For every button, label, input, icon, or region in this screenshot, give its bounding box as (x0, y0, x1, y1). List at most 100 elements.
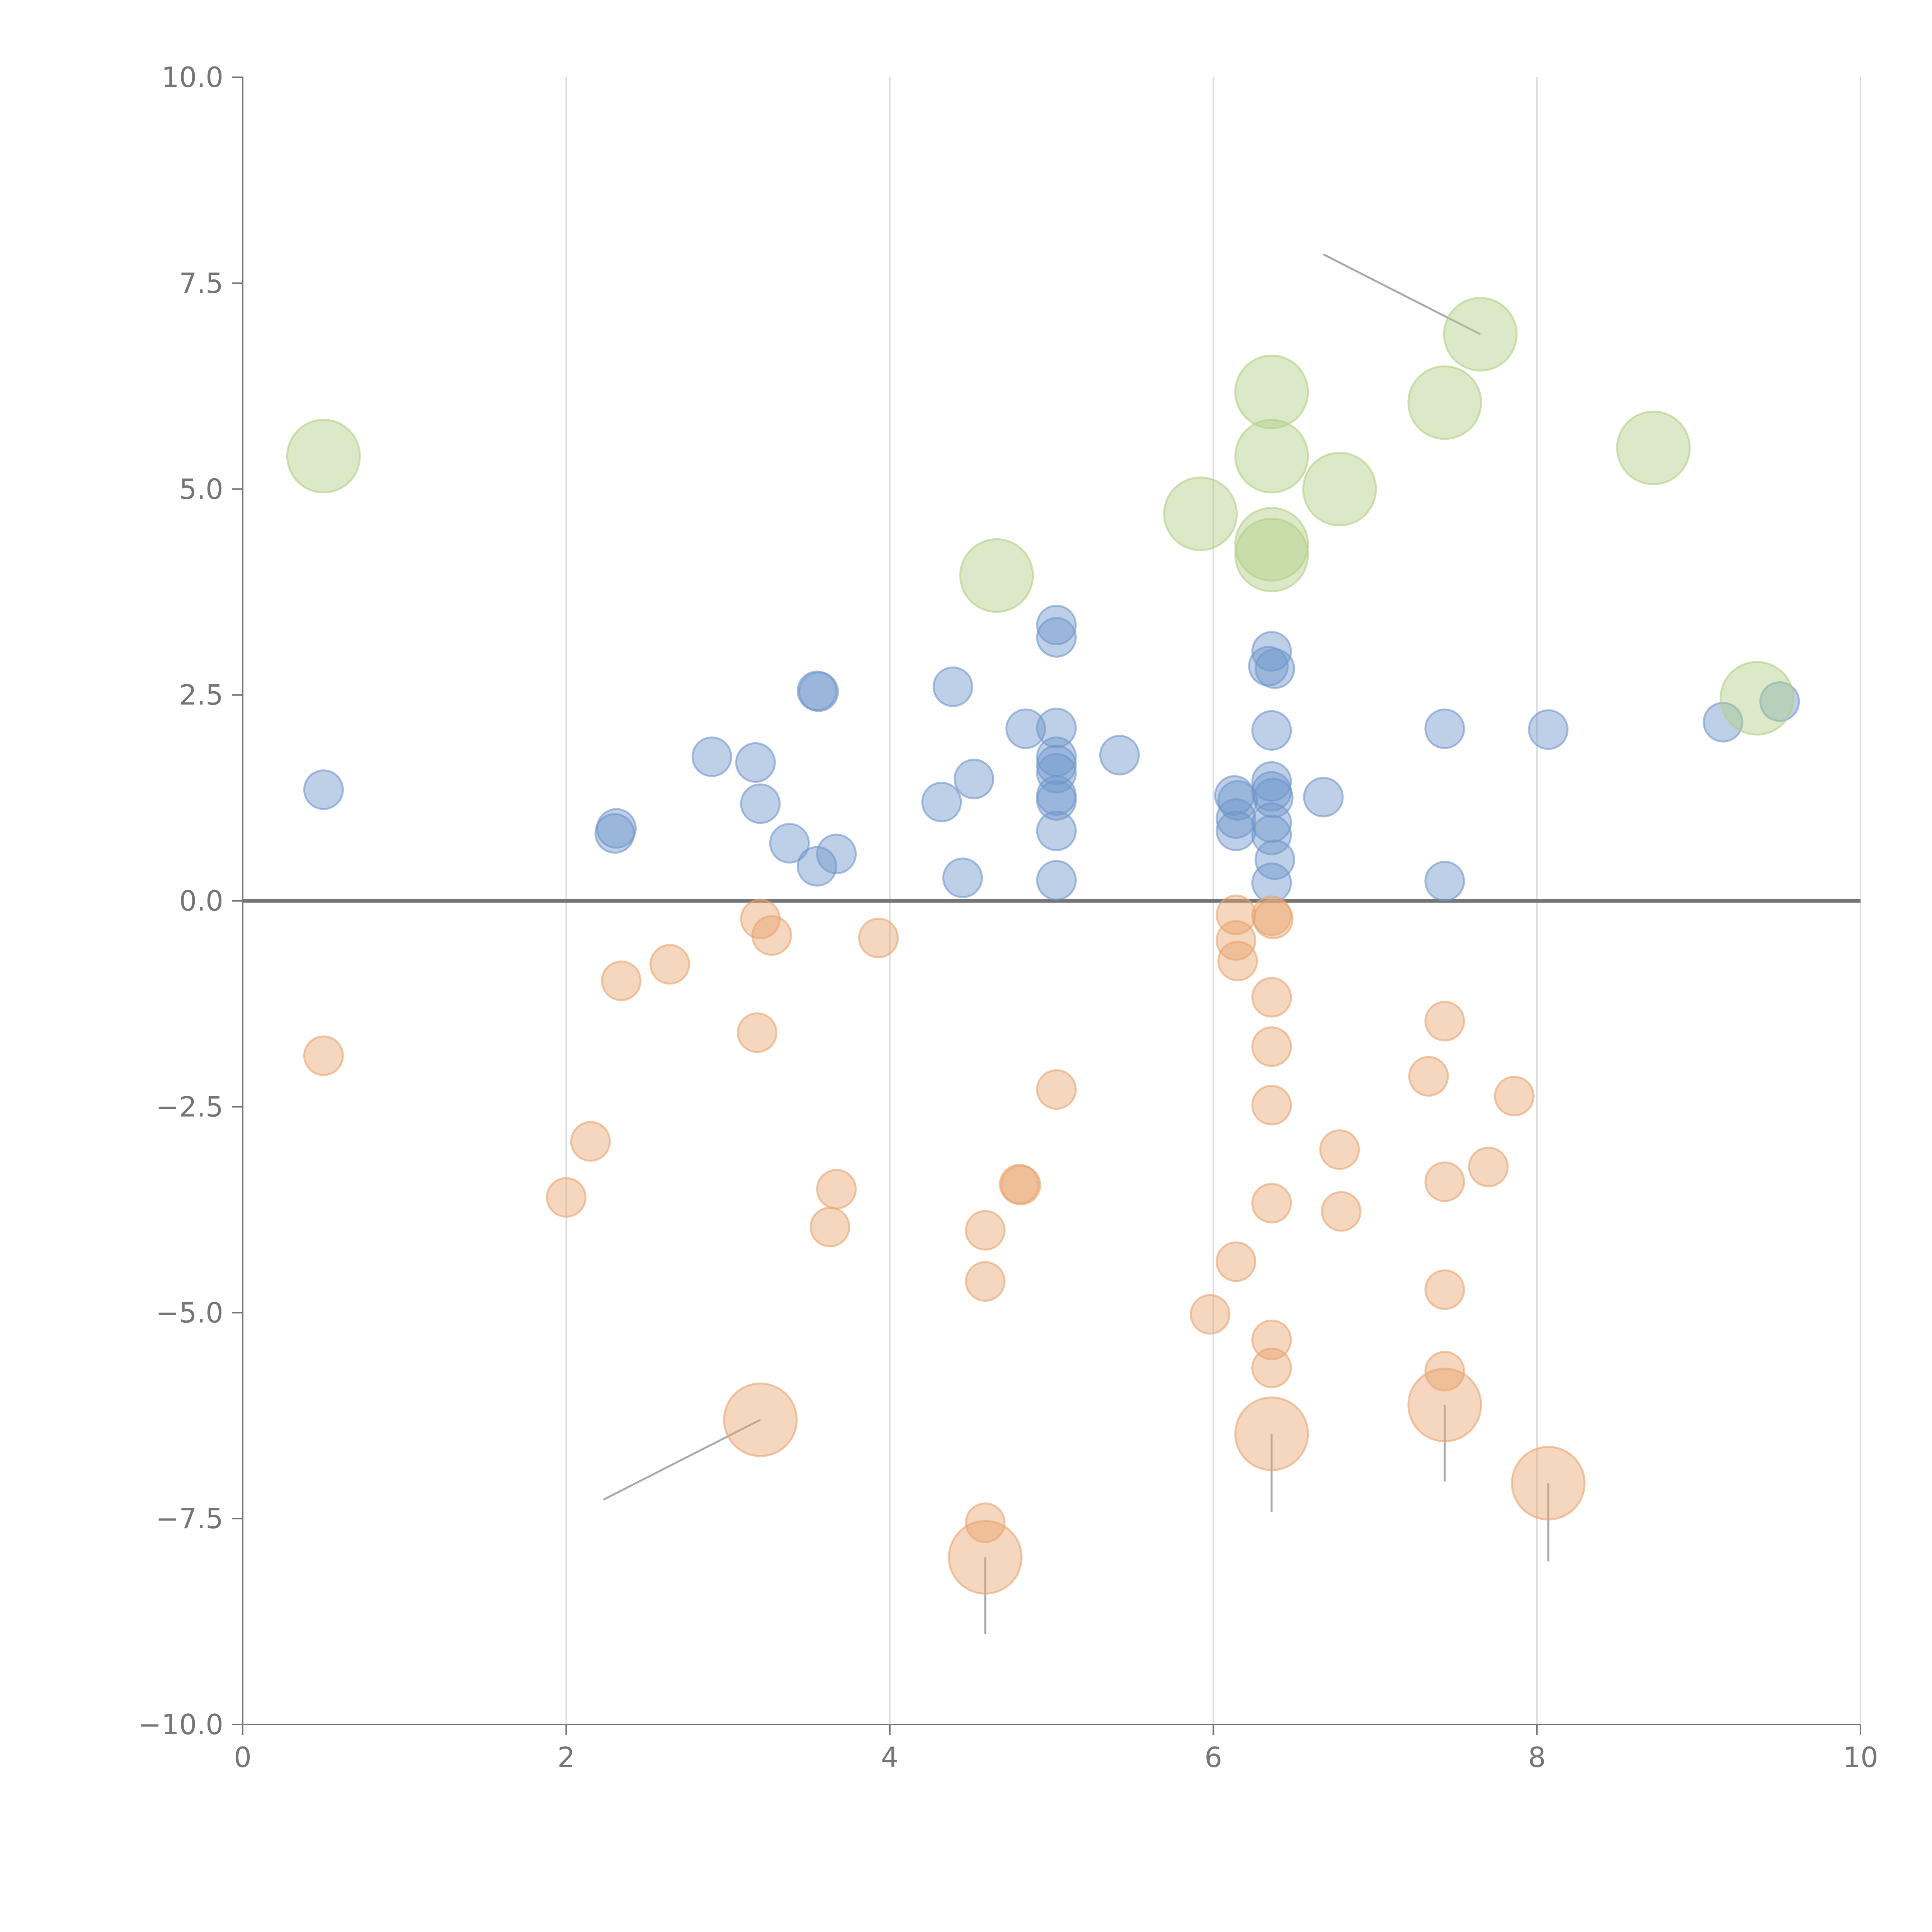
negative-bubble (1494, 1076, 1535, 1117)
highlight-positive-bubble (286, 418, 361, 493)
highlight-positive-bubble (1163, 476, 1238, 551)
positive-bubble (596, 808, 637, 849)
x-tick-label: 2 (557, 1741, 575, 1774)
highlight-positive-bubble (1407, 365, 1482, 440)
y-tick-label: 0.0 (179, 885, 223, 917)
y-tick-label: −7.5 (156, 1502, 223, 1535)
highlight-positive-bubble (1234, 517, 1309, 592)
negative-bubble (1468, 1146, 1509, 1187)
positive-bubble (796, 846, 837, 887)
negative-bubble (1251, 1026, 1292, 1067)
positive-bubble (1036, 780, 1077, 821)
positive-bubble (1099, 735, 1140, 776)
negative-bubble (1251, 1183, 1292, 1224)
positive-bubble (1702, 702, 1743, 743)
positive-bubble (735, 742, 776, 783)
annotation-leader-line (1323, 253, 1481, 335)
positive-bubble (1251, 710, 1292, 751)
negative-bubble (965, 1210, 1006, 1251)
positive-bubble (1216, 810, 1257, 851)
negative-bubble (1217, 940, 1258, 981)
negative-bubble (1321, 1191, 1362, 1232)
highlight-positive-bubble (1234, 418, 1309, 493)
positive-bubble (1036, 745, 1077, 786)
negative-bubble (858, 917, 899, 958)
positive-bubble (1528, 709, 1569, 750)
negative-bubble (1251, 895, 1292, 936)
highlight-negative-bubble (1511, 1446, 1586, 1520)
negative-bubble (1036, 1069, 1077, 1110)
positive-bubble (303, 769, 344, 810)
highlight-negative-bubble (1234, 1396, 1309, 1471)
positive-bubble (798, 671, 839, 712)
positive-bubble (1036, 810, 1077, 851)
positive-bubble (1217, 780, 1258, 821)
highlight-negative-bubble (1407, 1367, 1482, 1442)
positive-bubble (1424, 708, 1465, 749)
annotation-leaders (603, 253, 1758, 1634)
negative-bubble (1000, 1165, 1041, 1206)
positive-bubble (1251, 631, 1292, 672)
y-tick-label: −10.0 (138, 1708, 223, 1741)
positive-bubble (816, 833, 857, 874)
negative-bubble (965, 1261, 1006, 1302)
highlight-positive-bubble (1234, 507, 1309, 582)
annotation-leader-line (1339, 486, 1379, 490)
annotation-leader-line (1271, 429, 1297, 457)
negative-bubble (1216, 920, 1257, 961)
highlight-positive-bubble (1443, 297, 1518, 372)
negative-bubble (810, 1207, 850, 1248)
data-points (286, 297, 1800, 1595)
positive-bubble (1036, 707, 1077, 748)
annotation-leader-line (1168, 506, 1201, 515)
x-tick-label: 6 (1204, 1741, 1222, 1774)
highlight-positive-bubble (1302, 452, 1377, 527)
negative-bubble (1251, 1320, 1292, 1361)
negative-bubble (1408, 1056, 1449, 1097)
positive-bubble (921, 782, 962, 823)
negative-bubble (649, 944, 690, 985)
x-tick-label: 10 (1843, 1741, 1878, 1774)
negative-bubble (303, 1035, 344, 1076)
positive-bubble (1251, 761, 1292, 802)
negative-bubble (1251, 1347, 1292, 1388)
y-tick-label: 10.0 (162, 61, 223, 94)
negative-bubble (965, 1502, 1006, 1543)
annotation-leader-line (1653, 447, 1692, 456)
x-tick-label: 8 (1528, 1741, 1546, 1774)
highlight-negative-bubble (948, 1520, 1023, 1595)
y-tick-label: 5.0 (179, 473, 223, 505)
negative-bubble (1424, 1269, 1465, 1310)
negative-bubble (1319, 1129, 1360, 1170)
negative-bubble (1424, 1351, 1465, 1392)
positive-bubble (932, 666, 973, 707)
negative-bubble (601, 960, 642, 1001)
x-tick-label: 0 (234, 1741, 252, 1774)
annotation-leader-line (603, 1419, 761, 1501)
negative-bubble (546, 1177, 587, 1218)
highlight-positive-bubble (959, 538, 1034, 613)
highlight-positive-bubble (1234, 354, 1309, 429)
negative-bubble (1216, 1241, 1257, 1282)
positive-bubble (1759, 681, 1800, 722)
y-tick-label: −5.0 (156, 1296, 223, 1329)
y-tick-label: 2.5 (179, 679, 223, 711)
negative-bubble (1424, 1161, 1465, 1202)
positive-bubble (1036, 604, 1077, 645)
positive-bubble (1216, 798, 1257, 839)
positive-bubble (691, 736, 732, 777)
positive-bubble (1251, 862, 1292, 903)
negative-bubble (1251, 977, 1292, 1018)
negative-bubble (816, 1169, 857, 1210)
positive-bubble (954, 759, 995, 799)
highlight-positive-bubble (1616, 410, 1691, 485)
positive-bubble (1251, 802, 1292, 843)
positive-bubble (1036, 617, 1077, 658)
annotation-leader-line (1444, 383, 1470, 403)
axes: 0 2 4 6 8 10 10.0 7.5 5.0 2.5 0.0 −2.5 −5.0 −7.5 −10.0 (138, 61, 1878, 1774)
negative-bubble (1190, 1294, 1231, 1335)
positive-bubble (740, 783, 781, 824)
x-tick-label: 4 (881, 1741, 899, 1774)
annotation-leader-line (1270, 544, 1291, 574)
